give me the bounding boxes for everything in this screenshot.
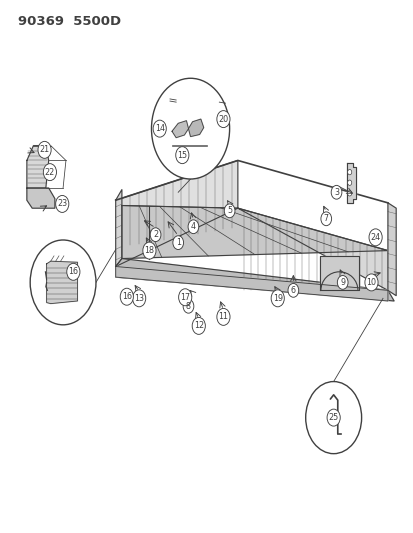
- Circle shape: [271, 290, 284, 307]
- Text: 10: 10: [366, 278, 375, 287]
- Circle shape: [347, 180, 351, 185]
- Circle shape: [326, 409, 339, 426]
- Circle shape: [337, 276, 347, 289]
- Circle shape: [151, 78, 229, 179]
- Circle shape: [55, 196, 69, 213]
- Text: 7: 7: [323, 214, 328, 223]
- Circle shape: [216, 111, 230, 127]
- Text: 9: 9: [339, 278, 344, 287]
- Circle shape: [224, 204, 235, 217]
- Polygon shape: [115, 160, 237, 266]
- Circle shape: [183, 300, 193, 313]
- Text: 13: 13: [134, 294, 144, 303]
- Text: 16: 16: [121, 292, 131, 301]
- Circle shape: [216, 309, 230, 325]
- Circle shape: [188, 220, 198, 233]
- Circle shape: [287, 284, 298, 297]
- Circle shape: [347, 169, 351, 175]
- Text: 17: 17: [180, 293, 190, 302]
- Text: 12: 12: [193, 321, 203, 330]
- Circle shape: [176, 147, 188, 164]
- Circle shape: [132, 290, 145, 307]
- Circle shape: [320, 212, 331, 225]
- Circle shape: [330, 185, 341, 199]
- Text: 1: 1: [175, 238, 180, 247]
- Polygon shape: [172, 120, 188, 138]
- Text: 16: 16: [68, 268, 78, 276]
- Text: 15: 15: [177, 151, 187, 160]
- Text: 4: 4: [190, 222, 195, 231]
- Text: 8: 8: [185, 302, 190, 311]
- Text: 14: 14: [154, 124, 164, 133]
- Circle shape: [347, 191, 351, 196]
- Polygon shape: [27, 146, 49, 188]
- Text: 5: 5: [226, 206, 232, 215]
- Circle shape: [150, 228, 161, 241]
- Circle shape: [43, 164, 56, 181]
- Circle shape: [192, 317, 205, 334]
- Circle shape: [38, 141, 51, 158]
- Polygon shape: [237, 208, 387, 290]
- Text: 11: 11: [218, 312, 228, 321]
- Polygon shape: [188, 119, 203, 136]
- Polygon shape: [387, 203, 395, 296]
- Polygon shape: [47, 261, 77, 304]
- Circle shape: [120, 288, 133, 305]
- Polygon shape: [27, 188, 55, 208]
- Text: 18: 18: [144, 246, 154, 255]
- Text: 20: 20: [218, 115, 228, 124]
- Text: 22: 22: [45, 167, 55, 176]
- Circle shape: [173, 236, 183, 249]
- Text: 24: 24: [370, 233, 380, 242]
- Text: 25: 25: [328, 413, 338, 422]
- Text: 21: 21: [39, 146, 50, 155]
- Text: 2: 2: [153, 230, 158, 239]
- Circle shape: [305, 382, 361, 454]
- Circle shape: [364, 274, 377, 291]
- Text: 3: 3: [333, 188, 338, 197]
- Circle shape: [142, 242, 156, 259]
- Polygon shape: [115, 190, 121, 266]
- Circle shape: [368, 229, 381, 246]
- Polygon shape: [121, 206, 387, 259]
- Circle shape: [153, 120, 166, 137]
- Polygon shape: [115, 259, 393, 301]
- Circle shape: [30, 240, 96, 325]
- Polygon shape: [115, 266, 387, 301]
- Text: 90369  5500D: 90369 5500D: [18, 14, 121, 28]
- Polygon shape: [319, 256, 358, 290]
- Circle shape: [66, 263, 80, 280]
- Text: 19: 19: [272, 294, 282, 303]
- Polygon shape: [346, 163, 355, 203]
- Circle shape: [178, 289, 191, 306]
- Text: 6: 6: [290, 286, 295, 295]
- Text: 23: 23: [57, 199, 67, 208]
